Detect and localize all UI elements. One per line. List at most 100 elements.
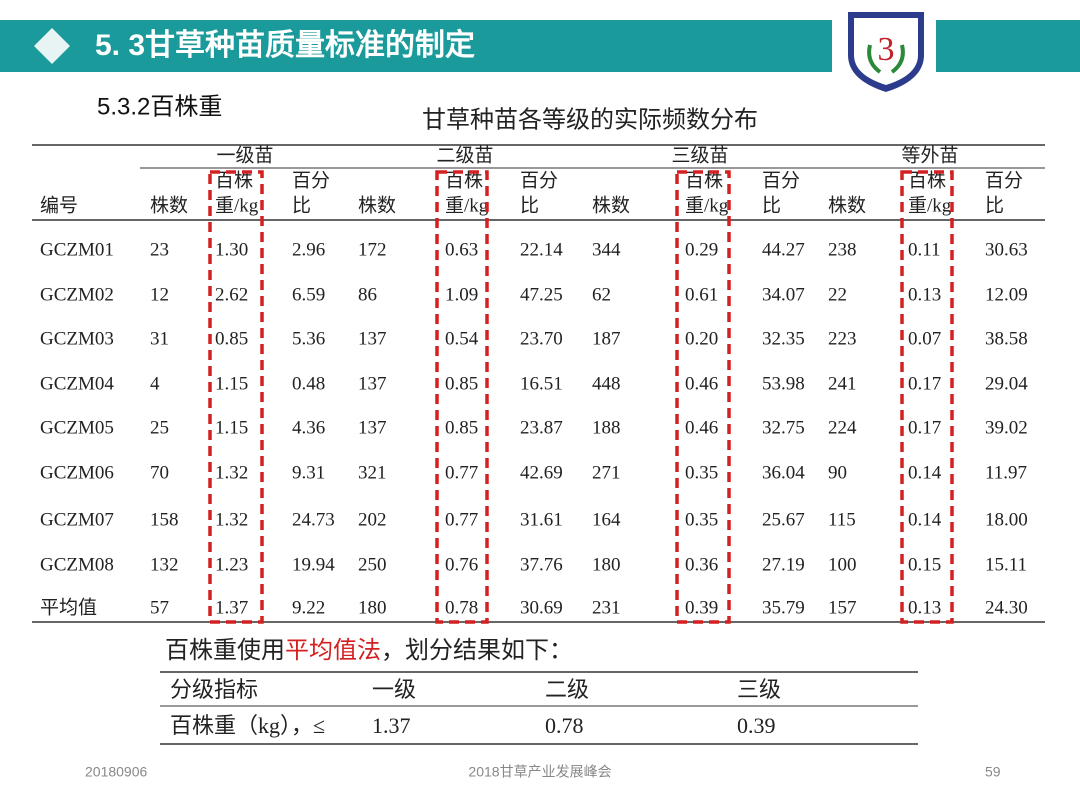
cell: 29.04 — [985, 373, 1028, 394]
cell: 137 — [358, 373, 387, 394]
cell: 0.78 — [445, 597, 478, 618]
cell: 25 — [150, 417, 169, 438]
cell: 1.30 — [215, 239, 248, 260]
cell: 24.30 — [985, 597, 1028, 618]
highlight-box — [675, 170, 731, 624]
cell: 11.97 — [985, 462, 1027, 483]
summary-cell: 1.37 — [372, 713, 411, 738]
column-header: 比 — [762, 194, 781, 216]
column-header: 百株 — [215, 169, 253, 191]
column-header: 比 — [985, 194, 1004, 216]
cell: 0.07 — [908, 328, 941, 349]
cell: 62 — [592, 284, 611, 305]
cell: 32.35 — [762, 328, 805, 349]
footer-date: 20180906 — [85, 764, 148, 780]
group-header: 二级苗 — [436, 144, 493, 166]
note-part: 百株重使用 — [165, 637, 285, 664]
cell: 1.09 — [445, 284, 478, 305]
cell: 0.20 — [685, 328, 718, 349]
column-header: 比 — [520, 194, 539, 216]
cell: 平均值 — [40, 596, 97, 618]
cell: 0.85 — [445, 373, 478, 394]
highlight-box — [208, 170, 264, 624]
cell: 241 — [828, 373, 857, 394]
cell: 22 — [828, 284, 847, 305]
cell: 23.87 — [520, 417, 563, 438]
cell: 2.96 — [292, 239, 325, 260]
title-bar — [0, 20, 832, 72]
cell: 0.11 — [908, 239, 941, 260]
cell: 1.37 — [215, 597, 248, 618]
cell: 0.77 — [445, 462, 478, 483]
cell: 25.67 — [762, 509, 805, 530]
column-header: 百分 — [520, 169, 558, 191]
cell: 19.94 — [292, 554, 335, 575]
cell: 224 — [828, 417, 857, 438]
note-part: 平均值法 — [285, 637, 381, 664]
group-header: 一级苗 — [216, 144, 273, 166]
cell: 344 — [592, 239, 621, 260]
cell: 23 — [150, 239, 169, 260]
cell: 0.63 — [445, 239, 478, 260]
cell: 4 — [150, 373, 160, 394]
logo: 3 — [848, 12, 924, 92]
cell: GCZM07 — [40, 509, 114, 530]
cell: 0.85 — [215, 328, 248, 349]
note: 百株重使用平均值法，划分结果如下： — [165, 637, 573, 664]
column-header: 重/kg — [445, 194, 489, 216]
cell: 23.70 — [520, 328, 563, 349]
cell: 32.75 — [762, 417, 805, 438]
cell: 187 — [592, 328, 621, 349]
column-header: 百株 — [685, 169, 723, 191]
cell: 0.77 — [445, 509, 478, 530]
cell: 1.32 — [215, 462, 248, 483]
summary-cell: 0.39 — [737, 713, 776, 738]
cell: 180 — [592, 554, 621, 575]
cell: 238 — [828, 239, 857, 260]
cell: 0.54 — [445, 328, 479, 349]
cell: GCZM03 — [40, 328, 114, 349]
cell: 172 — [358, 239, 387, 260]
cell: 16.51 — [520, 373, 563, 394]
cell: GCZM01 — [40, 239, 114, 260]
column-header: 百分 — [292, 169, 330, 191]
cell: GCZM04 — [40, 373, 114, 394]
cell: 157 — [828, 597, 857, 618]
cell: 1.15 — [215, 373, 248, 394]
cell: 250 — [358, 554, 387, 575]
cell: 18.00 — [985, 509, 1028, 530]
column-header: 株数 — [358, 194, 396, 216]
cell: 5.36 — [292, 328, 325, 349]
cell: 2.62 — [215, 284, 248, 305]
cell: 0.17 — [908, 373, 941, 394]
cell: 321 — [358, 462, 387, 483]
summary-cell: 0.78 — [545, 713, 584, 738]
cell: GCZM05 — [40, 417, 114, 438]
column-header: 百分 — [762, 169, 800, 191]
cell: 231 — [592, 597, 621, 618]
cell: 137 — [358, 328, 387, 349]
cell: 0.14 — [908, 462, 942, 483]
cell: GCZM02 — [40, 284, 114, 305]
cell: 0.61 — [685, 284, 718, 305]
cell: 448 — [592, 373, 621, 394]
cell: 115 — [828, 509, 856, 530]
group-header: 三级苗 — [671, 144, 728, 166]
highlight-box — [900, 170, 954, 624]
cell: 30.63 — [985, 239, 1028, 260]
cell: 164 — [592, 509, 621, 530]
cell: 100 — [828, 554, 857, 575]
cell: 0.76 — [445, 554, 478, 575]
note-part: ，划分结果如下： — [381, 637, 573, 664]
table-title: 甘草种苗各等级的实际频数分布 — [422, 107, 758, 134]
cell: 53.98 — [762, 373, 805, 394]
column-header: 株数 — [592, 194, 630, 216]
cell: 0.29 — [685, 239, 718, 260]
cell: 0.35 — [685, 462, 718, 483]
cell: 0.13 — [908, 284, 941, 305]
column-header: 百株 — [908, 169, 946, 191]
cell: 57 — [150, 597, 169, 618]
cell: 0.17 — [908, 417, 941, 438]
highlight-box — [435, 170, 489, 624]
